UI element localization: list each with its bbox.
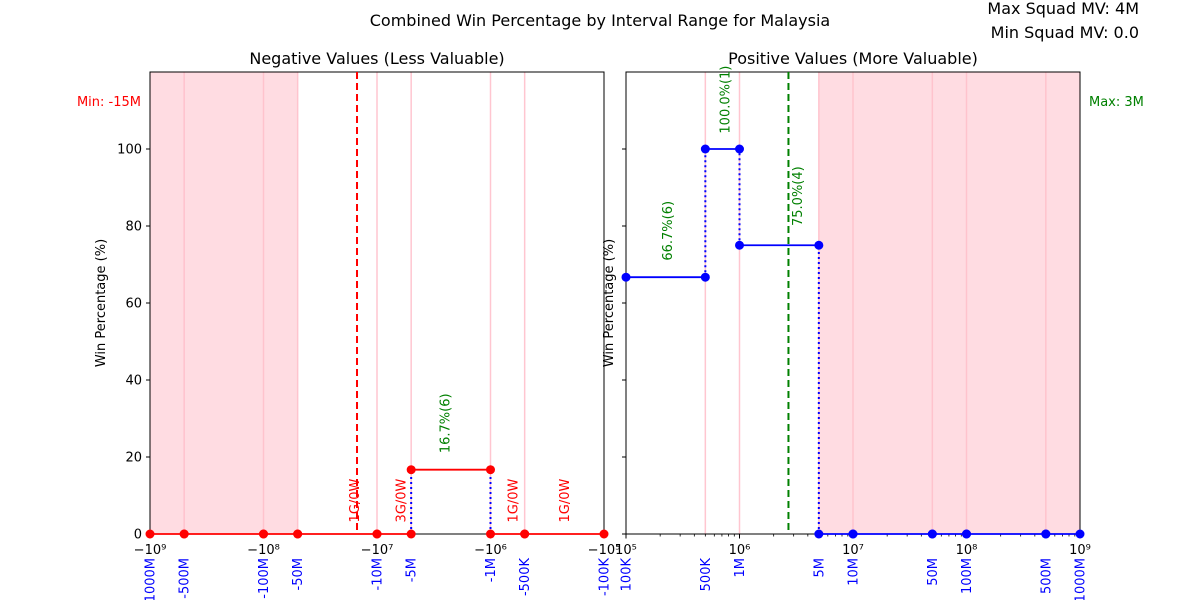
data-point xyxy=(735,144,744,154)
interval-label: -500K xyxy=(518,558,533,597)
x-tick-label: 10⁵ xyxy=(615,543,637,558)
x-tick-label: −10⁷ xyxy=(361,543,394,558)
negative-values-panel: Negative Values (Less Valuable) Win Perce… xyxy=(94,49,620,600)
y-tick-label: 60 xyxy=(125,297,142,312)
data-point xyxy=(1075,529,1085,539)
data-point xyxy=(814,240,824,250)
interval-label: 1M xyxy=(733,558,748,578)
x-tick-label: 10⁶ xyxy=(729,543,751,558)
shaded-region xyxy=(150,72,298,534)
data-point xyxy=(372,529,382,539)
y-tick-label: 40 xyxy=(125,374,142,389)
data-point xyxy=(814,529,824,539)
interval-label: 10M xyxy=(847,558,862,586)
x-tick-label: 10⁸ xyxy=(956,543,978,558)
data-point xyxy=(179,529,189,539)
interval-label: 500M xyxy=(1039,558,1054,594)
panel-title: Negative Values (Less Valuable) xyxy=(249,49,504,68)
data-annotation: 1G/0W xyxy=(348,478,363,522)
data-point xyxy=(599,529,609,539)
data-point xyxy=(520,529,530,539)
panel-title: Positive Values (More Valuable) xyxy=(728,49,978,68)
data-annotation: 66.7%(6) xyxy=(661,201,676,261)
data-point xyxy=(621,272,631,282)
data-point xyxy=(735,240,744,250)
interval-label: 50M xyxy=(926,558,941,586)
figure-title: Combined Win Percentage by Interval Rang… xyxy=(370,11,830,30)
x-tick-label: −10⁵ xyxy=(588,543,621,558)
min-squad-mv: Min Squad MV: 0.0 xyxy=(991,23,1139,42)
x-tick-label: 10⁹ xyxy=(1069,543,1091,558)
positive-values-panel: Positive Values (More Valuable) Win Perce… xyxy=(602,49,1091,600)
interval-label: 1000M xyxy=(1074,558,1089,600)
x-tick-label: −10⁸ xyxy=(247,543,280,558)
y-tick-label: 100 xyxy=(117,143,142,158)
interval-label: 100K xyxy=(620,558,635,592)
x-tick-label: −10⁶ xyxy=(474,543,507,558)
interval-label: -1M xyxy=(484,558,499,582)
interval-label: -100K xyxy=(598,558,613,597)
data-point xyxy=(1041,529,1051,539)
interval-label: -5M xyxy=(405,558,420,582)
interval-label: 100M xyxy=(960,558,975,594)
data-point xyxy=(406,529,416,539)
y-axis-label: Win Percentage (%) xyxy=(602,239,617,367)
data-point xyxy=(406,465,416,475)
data-point xyxy=(700,144,710,154)
data-point xyxy=(259,529,268,539)
interval-label: -100M xyxy=(257,558,272,599)
data-point xyxy=(962,529,971,539)
data-point xyxy=(700,272,710,282)
data-point xyxy=(848,529,858,539)
min-value-label: Min: -15M xyxy=(77,95,141,110)
data-annotation: 3G/0W xyxy=(395,478,410,522)
interval-label: 5M xyxy=(812,558,827,578)
data-point xyxy=(927,529,937,539)
shaded-region xyxy=(818,72,1080,534)
data-point xyxy=(293,529,303,539)
data-point xyxy=(145,529,155,539)
interval-label: -10M xyxy=(371,558,386,590)
data-annotation: 1G/0W xyxy=(558,478,573,522)
y-axis-label: Win Percentage (%) xyxy=(94,239,109,367)
data-point xyxy=(486,529,495,539)
data-annotation: 100.0%(1) xyxy=(719,66,734,134)
x-tick-label: −10⁹ xyxy=(134,543,167,558)
data-annotation: 1G/0W xyxy=(506,478,521,522)
data-point xyxy=(486,465,495,475)
data-annotation: 75.0%(4) xyxy=(791,166,806,226)
y-tick-label: 0 xyxy=(134,528,142,543)
x-tick-label: 10⁷ xyxy=(842,543,864,558)
y-tick-label: 80 xyxy=(125,220,142,235)
max-value-label: Max: 3M xyxy=(1089,95,1144,110)
interval-label: -50M xyxy=(291,558,306,590)
interval-label: 500K xyxy=(699,558,714,592)
interval-label: -1000M xyxy=(144,558,159,600)
data-annotation: 16.7%(6) xyxy=(438,393,453,453)
max-squad-mv: Max Squad MV: 4M xyxy=(987,0,1139,18)
y-tick-label: 20 xyxy=(125,451,142,466)
interval-label: -500M xyxy=(178,558,193,599)
